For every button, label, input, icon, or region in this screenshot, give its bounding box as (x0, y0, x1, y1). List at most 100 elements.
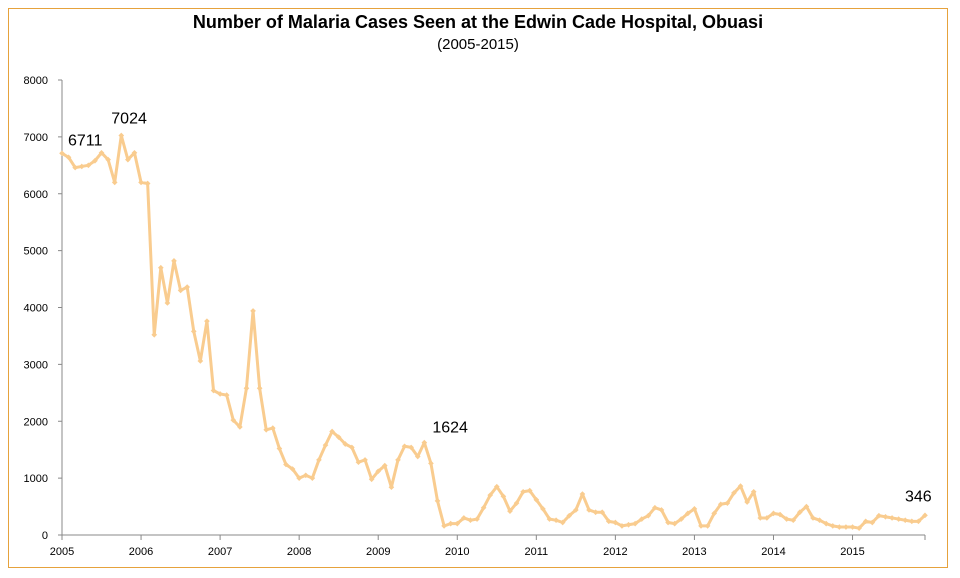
data-point (210, 387, 217, 394)
data-point (375, 468, 382, 475)
data-point (764, 515, 770, 521)
data-point (157, 264, 164, 271)
data-point (355, 459, 362, 466)
data-point (533, 496, 540, 503)
data-point (184, 284, 190, 290)
data-point (171, 258, 177, 264)
data-point (164, 300, 171, 306)
data-point (316, 457, 322, 463)
data-point (546, 516, 553, 522)
data-label: 7024 (111, 111, 147, 128)
data-point (309, 475, 316, 481)
data-point (118, 132, 125, 139)
data-point (362, 457, 368, 463)
data-point (151, 331, 158, 338)
data-point (111, 179, 118, 186)
x-tick-label: 2013 (682, 546, 706, 558)
x-tick-label: 2014 (761, 546, 785, 558)
data-point (144, 180, 151, 187)
data-point (414, 453, 421, 460)
data-point (263, 426, 270, 433)
data-point (177, 287, 184, 294)
data-point (461, 515, 467, 521)
data-point (737, 483, 744, 489)
data-point (474, 516, 480, 522)
data-point (717, 501, 724, 508)
data-point (289, 466, 296, 472)
data-point (744, 499, 750, 505)
y-tick-label: 4000 (24, 303, 48, 315)
data-point (876, 512, 882, 519)
data-point (586, 507, 592, 513)
y-tick-label: 2000 (24, 416, 48, 428)
data-point (197, 358, 204, 364)
data-point (566, 512, 573, 519)
data-point (711, 510, 718, 517)
data-point (678, 516, 685, 522)
data-point (131, 149, 138, 156)
data-point (250, 308, 256, 314)
data-point (454, 520, 461, 527)
data-point (632, 520, 638, 527)
data-point (283, 461, 289, 468)
data-point (724, 500, 731, 506)
data-point (408, 444, 414, 451)
data-label: 6711 (68, 132, 103, 149)
data-point (592, 509, 599, 516)
data-point (276, 445, 283, 452)
data-point (441, 523, 447, 529)
y-tick-label: 5000 (24, 246, 48, 258)
data-point (922, 512, 928, 519)
data-point (302, 472, 309, 479)
data-point (803, 503, 810, 510)
data-point (698, 523, 704, 529)
data-point (895, 516, 902, 522)
data-label: 346 (905, 488, 932, 505)
data-point (98, 149, 105, 156)
data-point (770, 510, 777, 517)
data-label: 1624 (432, 420, 468, 437)
data-point (790, 517, 797, 524)
data-point (605, 518, 612, 525)
data-point (296, 475, 302, 481)
data-point (92, 157, 98, 164)
data-point (915, 518, 922, 525)
x-tick-label: 2008 (287, 546, 311, 558)
data-point (750, 488, 757, 495)
y-tick-label: 8000 (24, 75, 48, 87)
data-point (783, 516, 790, 522)
x-tick-label: 2005 (50, 546, 74, 558)
data-point (810, 515, 816, 521)
y-tick-label: 1000 (24, 473, 48, 485)
data-point (125, 156, 131, 163)
data-point (256, 385, 263, 392)
data-point (823, 520, 830, 527)
data-point (223, 392, 230, 398)
data-point (335, 434, 342, 441)
data-point (349, 444, 355, 451)
data-point (869, 519, 876, 526)
data-point (889, 515, 895, 521)
data-point (625, 521, 632, 528)
x-tick-label: 2009 (366, 546, 390, 558)
data-point (671, 520, 678, 527)
y-tick-label: 7000 (24, 132, 48, 144)
data-point (777, 511, 783, 518)
data-point (507, 508, 513, 514)
data-point (85, 162, 92, 169)
data-point (329, 428, 335, 435)
chart-title: Number of Malaria Cases Seen at the Edwi… (192, 12, 764, 32)
data-point (513, 500, 520, 506)
data-point (685, 510, 691, 517)
data-point (526, 487, 533, 494)
x-tick-label: 2006 (129, 546, 153, 558)
data-point (105, 156, 111, 163)
data-point (388, 484, 395, 491)
x-tick-label: 2007 (208, 546, 232, 558)
data-point (520, 488, 526, 495)
data-point (401, 443, 408, 450)
y-tick-label: 6000 (24, 189, 48, 201)
data-point (138, 179, 144, 186)
data-point (78, 163, 85, 170)
